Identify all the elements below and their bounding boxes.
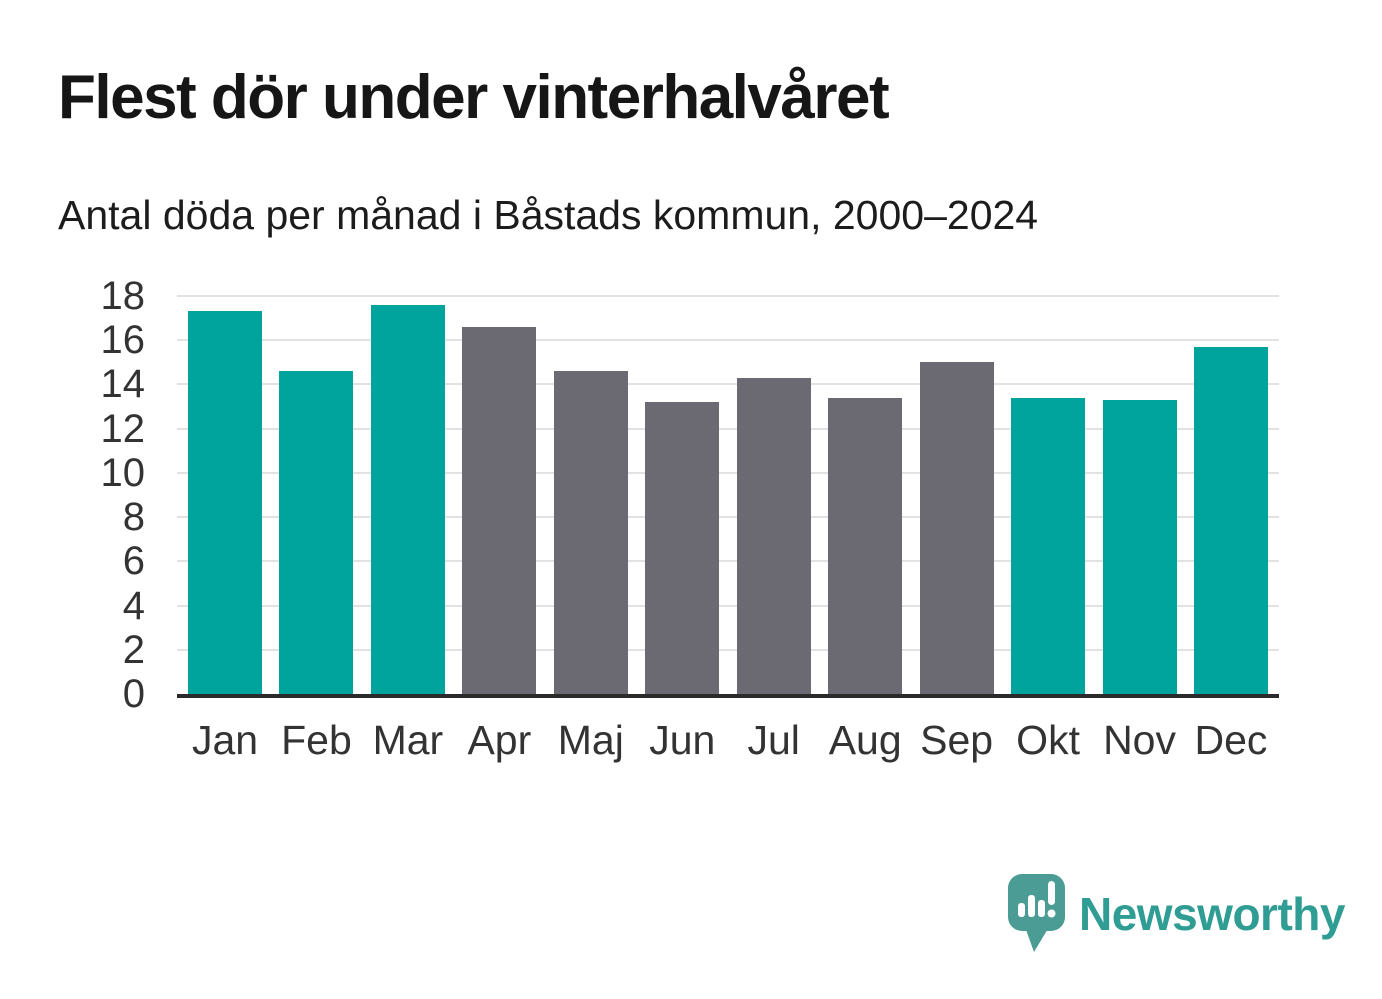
bar-jul [736, 377, 811, 694]
y-tick-label-4: 4 [122, 583, 145, 628]
y-tick-label-12: 12 [100, 406, 146, 451]
bar-mar [370, 304, 445, 694]
y-tick-label-6: 6 [122, 539, 145, 584]
x-tick-label-okt: Okt [1016, 717, 1080, 763]
x-tick-label-sep: Sep [920, 717, 994, 763]
gridline-8 [177, 516, 1279, 519]
bar-maj [553, 371, 628, 694]
gridline-12 [177, 427, 1279, 430]
bar-aug [828, 397, 903, 694]
gridline-6 [177, 560, 1279, 563]
gridline-2 [177, 648, 1279, 651]
bar-jan [188, 311, 262, 694]
brand-name: Newsworthy [1079, 888, 1345, 940]
bar-dec [1193, 346, 1268, 694]
brand-footer: Newsworthy [1006, 872, 1345, 956]
gridline-10 [177, 471, 1279, 474]
y-tick-label-14: 14 [100, 362, 146, 407]
bar-nov [1102, 399, 1177, 694]
bar-okt [1011, 397, 1086, 694]
bar-apr [462, 326, 537, 694]
y-axis-labels: 0 2 4 6 8 10 12 14 16 18 [0, 276, 146, 714]
y-tick-label-18: 18 [100, 274, 146, 318]
bar-jun [645, 402, 720, 694]
bar-sep [919, 362, 994, 694]
x-axis-labels: Jan Feb Mar Apr Maj Jun Jul Aug Sep Okt Nov Dec [177, 716, 1279, 765]
x-tick-label-jan: Jan [191, 717, 259, 763]
x-tick-label-maj: Maj [557, 717, 624, 763]
y-tick-label-0: 0 [122, 672, 145, 716]
y-tick-label-8: 8 [122, 495, 145, 540]
bars [177, 296, 1279, 694]
y-tick-label-16: 16 [100, 318, 146, 363]
x-tick-label-nov: Nov [1103, 717, 1176, 763]
gridline-14 [177, 383, 1279, 386]
bar-feb [279, 371, 354, 694]
x-tick-label-dec: Dec [1194, 717, 1268, 763]
chart-title: Flest dör under vinterhalvåret [58, 63, 890, 132]
x-tick-label-apr: Apr [467, 717, 532, 763]
x-tick-label-jun: Jun [649, 717, 716, 763]
y-tick-label-2: 2 [122, 627, 145, 672]
gridline-4 [177, 604, 1279, 607]
chart-subtitle: Antal döda per månad i Båstads kommun, 2… [58, 192, 1039, 238]
x-tick-label-mar: Mar [372, 717, 444, 763]
x-tick-label-aug: Aug [828, 717, 902, 763]
newsworthy-logo-icon [1008, 874, 1065, 952]
gridline-16 [177, 339, 1279, 342]
y-tick-label-10: 10 [100, 450, 146, 495]
plot-area [177, 295, 1279, 698]
x-tick-label-jul: Jul [747, 717, 800, 763]
gridline-18 [177, 295, 1279, 297]
x-tick-label-feb: Feb [281, 717, 352, 763]
